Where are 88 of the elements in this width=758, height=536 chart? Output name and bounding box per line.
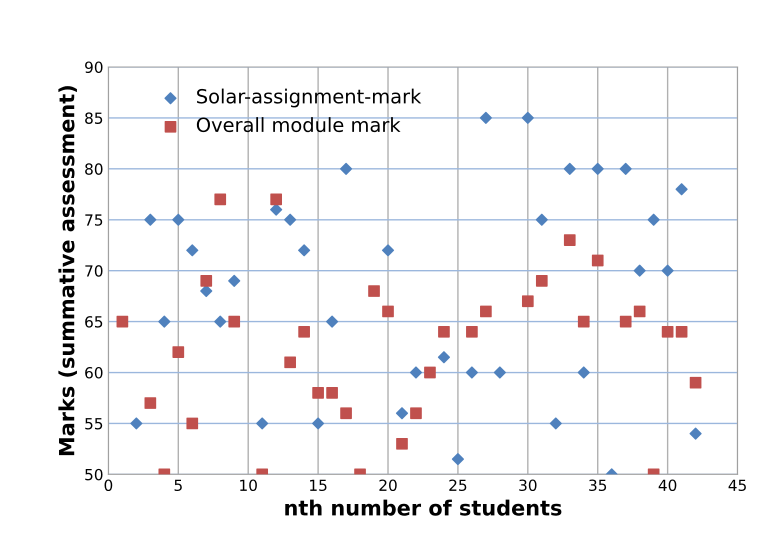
point — [452, 453, 464, 466]
x-tick-label: 25 — [449, 479, 466, 492]
point — [228, 274, 240, 287]
point — [536, 275, 548, 287]
point — [284, 356, 296, 368]
point — [410, 366, 422, 379]
point — [438, 326, 450, 338]
point — [480, 306, 492, 318]
y-tick-label: 55 — [85, 418, 102, 430]
point — [326, 387, 338, 399]
point — [690, 428, 702, 440]
point — [158, 316, 170, 328]
x-tick-label: 15 — [310, 480, 326, 492]
x-tick-label: 10 — [240, 479, 257, 492]
point — [228, 316, 240, 328]
point — [634, 264, 646, 277]
point — [522, 295, 534, 308]
y-tick-label: 75 — [85, 214, 102, 226]
x-tick-label: 45 — [728, 480, 746, 492]
y-tick-label: 90 — [85, 61, 103, 74]
point — [522, 112, 534, 124]
y-tick-label: 60 — [85, 366, 103, 379]
y-tick-label: 70 — [85, 265, 103, 277]
point — [368, 285, 380, 297]
x-tick-label: 0 — [104, 479, 112, 492]
point — [396, 438, 408, 450]
point — [340, 162, 352, 175]
point — [480, 112, 492, 124]
point — [256, 417, 268, 430]
point — [634, 306, 646, 318]
point — [536, 214, 548, 226]
point — [592, 162, 604, 175]
point — [648, 214, 660, 226]
point — [676, 183, 688, 196]
point — [564, 162, 576, 175]
x-tick-label: 30 — [519, 479, 537, 492]
legend-label: Solar-assignment-mark — [197, 88, 422, 108]
point — [298, 326, 310, 338]
point — [172, 214, 184, 226]
point — [620, 316, 632, 328]
point — [690, 376, 702, 389]
point — [172, 346, 184, 358]
point — [340, 407, 352, 420]
point — [466, 366, 478, 379]
point — [676, 326, 688, 338]
point — [144, 397, 156, 409]
point — [578, 316, 590, 328]
point — [578, 366, 590, 379]
point — [312, 417, 324, 430]
point — [144, 214, 156, 226]
point — [214, 316, 226, 328]
point — [550, 417, 562, 430]
point — [662, 264, 674, 277]
point — [270, 204, 282, 216]
y-tick-label: 50 — [85, 468, 103, 480]
legend-label: Overall module mark — [196, 117, 401, 132]
point — [382, 306, 394, 318]
point — [186, 418, 198, 430]
point — [284, 214, 296, 226]
x-tick-label: 40 — [658, 479, 676, 492]
x-tick-label: 20 — [379, 479, 397, 492]
y-tick-label: 65 — [85, 316, 102, 328]
point — [494, 366, 506, 379]
point — [662, 326, 674, 338]
point — [564, 234, 576, 246]
point — [186, 244, 198, 256]
point — [424, 366, 436, 378]
point — [116, 316, 128, 328]
point — [326, 316, 338, 328]
y-tick-label: 85 — [85, 112, 102, 124]
y-axis-title: Marks (summative assessment) — [58, 86, 77, 456]
x-axis-title: nth number of students — [285, 500, 562, 516]
point — [592, 254, 604, 266]
point — [396, 407, 408, 420]
point — [270, 194, 282, 206]
point — [200, 275, 212, 287]
x-tick-label: 35 — [589, 479, 606, 492]
point — [466, 326, 478, 338]
point — [410, 407, 422, 420]
point — [312, 387, 324, 399]
point — [298, 244, 310, 256]
point — [214, 194, 226, 206]
point — [620, 162, 632, 175]
y-tick-label: 80 — [85, 163, 103, 175]
point — [130, 417, 142, 430]
point — [382, 244, 394, 256]
x-tick-label: 5 — [174, 480, 182, 492]
point — [438, 351, 450, 364]
